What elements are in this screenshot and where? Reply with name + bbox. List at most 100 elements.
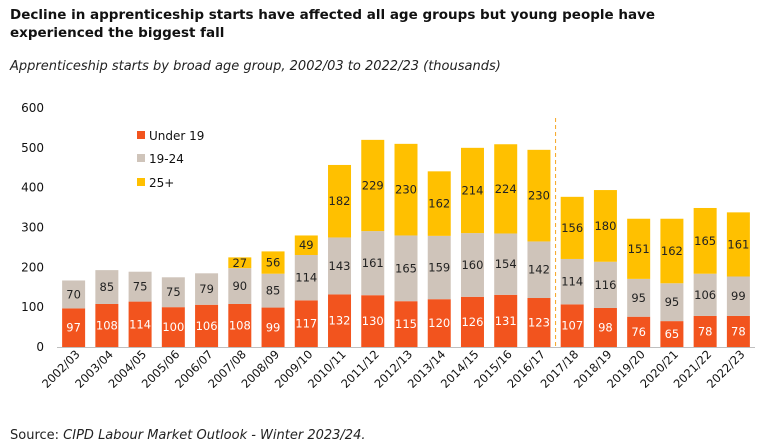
bar-segment-19-24 [128, 271, 152, 302]
y-tick-label: 200 [21, 260, 44, 274]
data-label: 165 [694, 234, 716, 248]
bar-segment-under-19 [128, 301, 152, 347]
bar-segment-19-24 [693, 273, 717, 316]
bar-segment-25- [593, 190, 617, 262]
chart-subtitle: Apprenticeship starts by broad age group… [10, 59, 501, 74]
data-label: 85 [100, 280, 115, 294]
chart-title: Decline in apprenticeship starts have af… [10, 7, 656, 41]
bar-segment-under-19 [460, 296, 484, 347]
data-label: 115 [395, 317, 417, 331]
data-label: 230 [395, 183, 417, 197]
bar-segment-19-24 [195, 273, 219, 305]
bar-segment-under-19 [494, 294, 518, 347]
data-label: 98 [598, 320, 613, 334]
bar-segment-19-24 [660, 283, 684, 322]
bar-segment-19-24 [460, 233, 484, 297]
legend-label: 19-24 [149, 152, 184, 166]
data-label: 70 [66, 287, 81, 301]
bar-segment-19-24 [593, 261, 617, 308]
bar-segment-under-19 [294, 300, 318, 347]
bar-segment-under-19 [427, 299, 451, 347]
data-label: 106 [196, 319, 218, 333]
bar-segment-under-19 [394, 301, 418, 347]
data-label: 114 [561, 275, 583, 289]
data-label: 142 [528, 263, 550, 277]
bar-segment-25- [294, 235, 318, 255]
bar-segment-19-24 [527, 241, 551, 299]
bar-segment-25- [560, 196, 584, 259]
source-name: CIPD Labour Market Outlook - Winter 2023… [63, 428, 366, 443]
bar-segment-under-19 [660, 321, 684, 347]
data-label: 99 [731, 289, 746, 303]
data-label: 161 [362, 256, 384, 270]
data-label: 97 [66, 321, 81, 335]
data-label: 116 [594, 278, 616, 292]
data-label: 143 [329, 259, 351, 273]
bar-segment-25- [261, 251, 285, 274]
bar-segment-19-24 [62, 280, 86, 309]
legend-swatch [137, 131, 145, 139]
legend-label: 25+ [149, 176, 174, 190]
data-label: 180 [594, 219, 616, 233]
legend-swatch [137, 154, 145, 162]
bar-segment-under-19 [527, 298, 551, 347]
data-label: 126 [461, 315, 483, 329]
bar-segment-under-19 [161, 307, 185, 347]
data-label: 132 [329, 314, 351, 328]
y-tick-label: 100 [21, 300, 44, 314]
bar-segment-25- [228, 257, 252, 269]
data-label: 224 [495, 182, 517, 196]
y-tick-label: 400 [21, 181, 44, 195]
bar-segment-under-19 [627, 316, 651, 347]
data-label: 106 [694, 288, 716, 302]
data-label: 85 [266, 284, 281, 298]
data-label: 154 [495, 257, 517, 271]
bar-segment-25- [427, 171, 451, 236]
data-label: 79 [199, 282, 214, 296]
data-label: 107 [561, 319, 583, 333]
data-label: 130 [362, 314, 384, 328]
data-label: 120 [428, 316, 450, 330]
data-label: 117 [295, 317, 317, 331]
data-label: 162 [661, 244, 683, 258]
data-label: 229 [362, 178, 384, 192]
bar-segment-19-24 [294, 254, 318, 301]
bar-segment-25- [726, 212, 750, 277]
y-tick-label: 300 [21, 221, 44, 235]
y-tick-label: 500 [21, 141, 44, 155]
bar-segment-under-19 [95, 303, 119, 347]
data-label: 108 [96, 318, 118, 332]
data-label: 100 [162, 320, 184, 334]
y-tick-label: 0 [36, 340, 44, 354]
y-tick-label: 600 [21, 101, 44, 115]
data-label: 49 [299, 238, 314, 252]
data-label: 95 [631, 291, 646, 305]
data-label: 131 [495, 314, 517, 328]
bar-segment-25- [394, 143, 418, 236]
data-label: 27 [232, 256, 247, 270]
bar-segment-19-24 [328, 237, 352, 295]
bar-segment-19-24 [394, 235, 418, 302]
data-label: 159 [428, 261, 450, 275]
data-label: 108 [229, 318, 251, 332]
data-label: 78 [698, 324, 713, 338]
bar-segment-19-24 [261, 273, 285, 308]
bar-segment-under-19 [228, 303, 252, 347]
bar-segment-25- [527, 149, 551, 242]
legend-label: Under 19 [149, 129, 204, 143]
bar-segment-19-24 [494, 233, 518, 295]
bar-segment-under-19 [593, 307, 617, 347]
bar-segment-19-24 [228, 268, 252, 304]
data-label: 114 [129, 317, 151, 331]
data-label: 160 [461, 258, 483, 272]
bar-segment-under-19 [195, 304, 219, 347]
bar-segment-under-19 [62, 308, 86, 347]
data-label: 90 [232, 279, 247, 293]
bar-segment-25- [361, 139, 385, 232]
bar-segment-25- [494, 144, 518, 234]
bar-segment-under-19 [261, 307, 285, 347]
data-label: 161 [727, 237, 749, 251]
data-label: 65 [665, 327, 680, 341]
bar-segment-25- [460, 147, 484, 234]
